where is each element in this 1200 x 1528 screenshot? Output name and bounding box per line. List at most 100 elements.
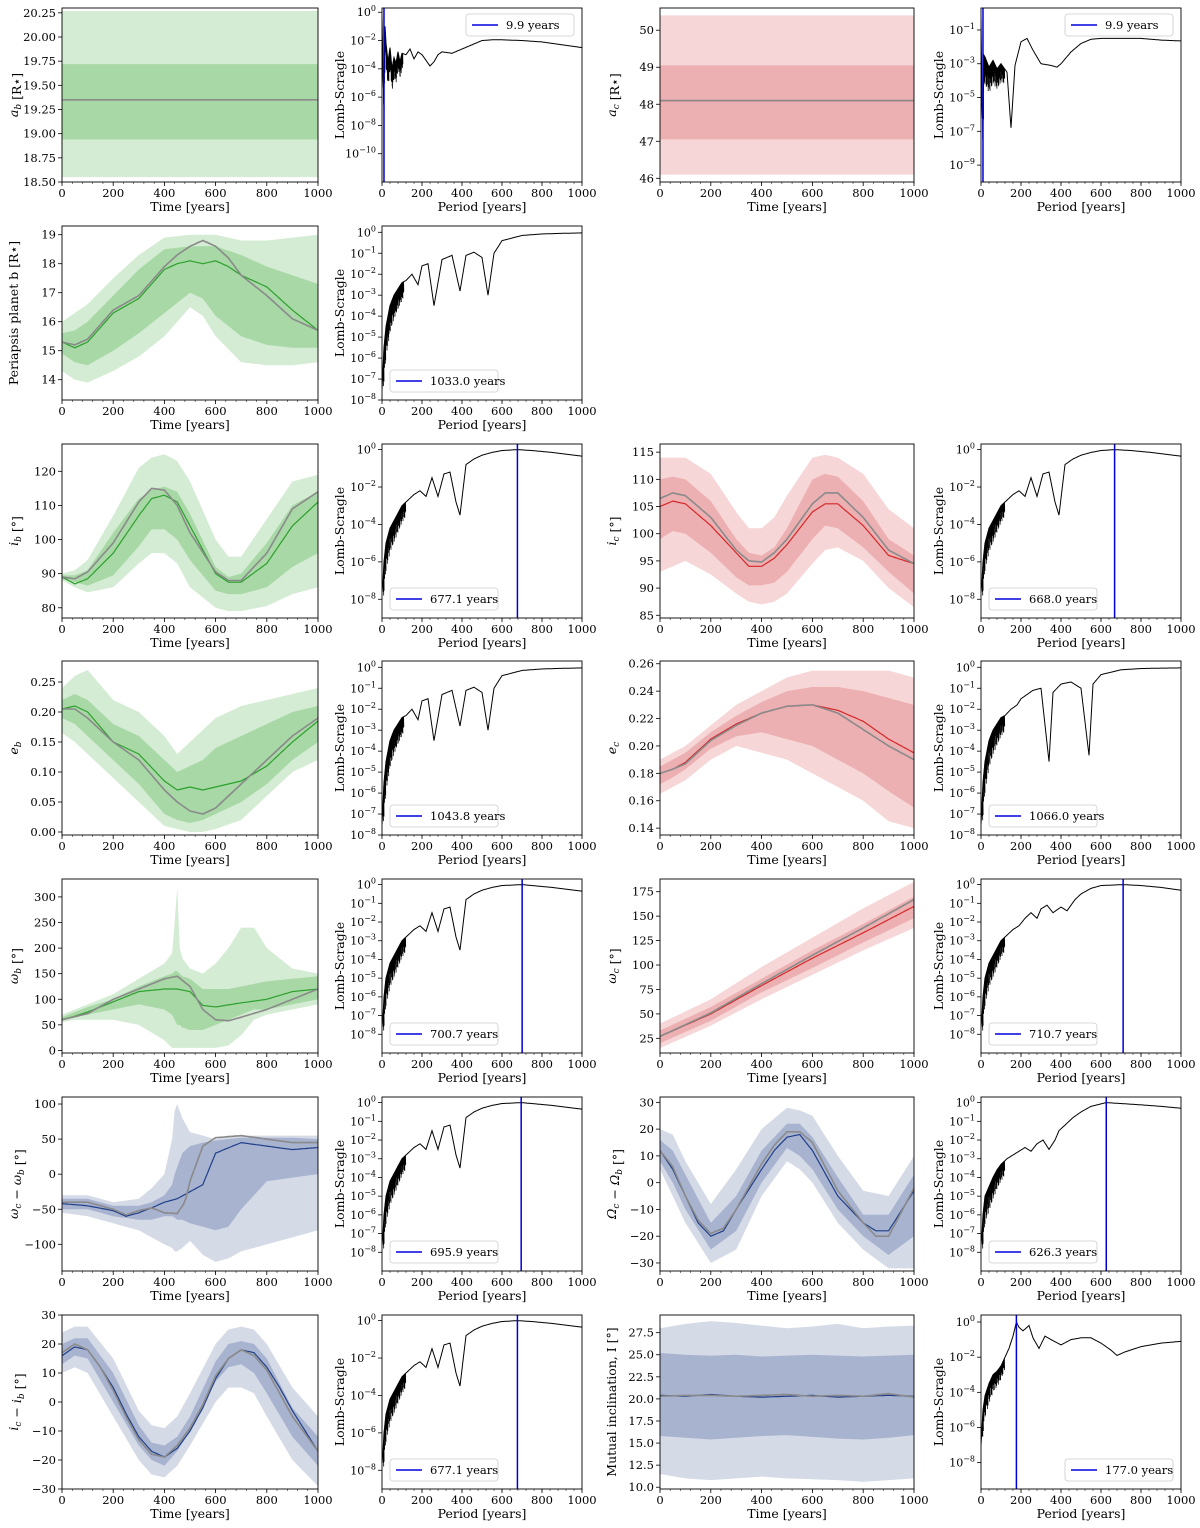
x-tick-label: 1000 [303,1493,332,1507]
y-tick-label: 0.22 [628,712,654,726]
x-axis: 0 200 400 600 800 1000 Time [years] [656,1271,929,1303]
x-tick-label: 1000 [303,839,332,853]
x-axis-label: Time [years] [747,199,827,214]
x-tick-label: 400 [451,1275,473,1289]
x-tick-label: 400 [153,1057,175,1071]
periodogram-spikes [382,26,404,114]
panel-mi: 0 200 400 600 800 1000 Time [years] 10.0 12.5 15.… [604,1314,929,1521]
y-axis-label: eb [6,741,24,754]
axes-frame [61,225,319,401]
x-axis: 0 200 400 600 800 1000 Period [years] [977,182,1196,214]
y-axis-label: ac [R⋆] [604,73,622,116]
band-inner [660,473,914,594]
x-tick-label: 600 [1090,1493,1112,1507]
x-tick-label: 600 [801,622,823,636]
x-tick-label: 0 [977,1057,984,1071]
legend: 710.7 years [988,1022,1098,1046]
y-tick-label: 10 [639,1149,654,1163]
x-tick-label: 800 [256,839,278,853]
legend: 1043.8 years [389,804,506,828]
periodogram-curve [981,667,1181,825]
y-tick-label: 10−4 [949,516,975,531]
x-tick-label: 800 [531,1493,553,1507]
y-tick-label: 50 [639,1007,654,1021]
y-tick-label: 10−8 [949,827,975,842]
x-tick-label: 1000 [303,404,332,418]
x-tick-label: 1000 [899,839,928,853]
y-axis: −30 −20 −10 0 10 20 30 ic − ib [°] [6,1308,62,1496]
x-tick-label: 600 [801,1057,823,1071]
x-tick-label: 800 [256,622,278,636]
y-axis: 0 50 100 150 200 250 300 ωb [°] [6,890,62,1057]
x-tick-label: 400 [1050,1493,1072,1507]
y-axis: 10−1 10−3 10−5 10−7 10−9 Lomb-Scragle [931,22,981,172]
band-inner [660,1123,914,1255]
x-tick-label: 400 [751,186,773,200]
y-tick-label: 10−1 [949,1113,975,1128]
y-tick-label: 10−6 [350,989,376,1004]
axes-frame [381,878,583,1054]
y-tick-label: 14 [41,373,56,387]
truth-line [62,239,318,346]
truth-line [62,1343,318,1458]
y-tick-label: 50 [639,23,654,37]
x-tick-label: 600 [491,839,513,853]
x-tick-label: 800 [852,186,874,200]
y-tick-label: 10−10 [345,146,376,161]
legend-label: 710.7 years [1029,1027,1097,1041]
legend-label: 626.3 years [1029,1245,1097,1259]
y-tick-label: 10−7 [949,1008,975,1023]
periodogram-spikes [981,1358,1005,1437]
y-tick-label: 10−2 [350,914,376,929]
periodogram-spikes [981,1160,1006,1249]
x-axis-label: Time [years] [747,852,827,867]
x-tick-label: 400 [1050,186,1072,200]
periodogram-spikes [382,937,407,1031]
y-tick-label: 0.20 [30,705,56,719]
x-tick-label: 0 [656,1057,663,1071]
y-tick-label: 30 [41,1308,56,1322]
y-tick-label: 19.75 [23,54,56,68]
x-axis: 0 200 400 600 800 1000 Period [years] [378,400,597,432]
panel-dw: 0 200 400 600 800 1000 Time [years] −100 −50 0 50 1… [6,1096,333,1303]
y-tick-label: 0.05 [30,795,56,809]
x-axis-label: Period [years] [438,1288,527,1303]
x-tick-label: 0 [977,622,984,636]
y-tick-label: 46 [639,171,654,185]
legend-label: 668.0 years [1029,592,1097,606]
y-tick-label: 10−2 [350,1350,376,1365]
axes-frame [381,7,583,183]
x-tick-label: 200 [102,404,124,418]
y-tick-label: 100 [34,533,56,547]
legend-label: 1033.0 years [430,374,506,388]
x-tick-label: 800 [852,1275,874,1289]
x-axis-label: Period [years] [438,635,527,650]
y-axis: 14 15 16 17 18 19 Periapsis planet b [R⋆] [6,228,62,387]
plot-area [981,444,1181,618]
median-line [660,1133,914,1237]
x-tick-label: 800 [531,622,553,636]
y-tick-label: 19 [41,228,56,242]
x-tick-label: 200 [1010,839,1032,853]
legend-label: 677.1 years [430,592,498,606]
y-axis-label: Lomb-Scragle [931,922,946,1010]
axes-frame [61,1096,319,1272]
y-tick-label: 10−3 [350,287,376,302]
legend-label: 9.9 years [1105,18,1159,32]
x-axis-label: Period [years] [438,1506,527,1521]
y-tick-label: 10−6 [949,554,975,569]
y-tick-label: 110 [34,498,56,512]
x-tick-label: 0 [378,1275,385,1289]
y-tick-label: 10−1 [350,1113,376,1128]
x-tick-label: 1000 [1166,839,1195,853]
median-line [62,494,318,585]
x-tick-label: 0 [656,1275,663,1289]
axes-frame [659,443,915,619]
y-tick-label: 10−8 [949,1244,975,1259]
y-tick-label: 100 [357,659,376,674]
x-tick-label: 0 [656,622,663,636]
